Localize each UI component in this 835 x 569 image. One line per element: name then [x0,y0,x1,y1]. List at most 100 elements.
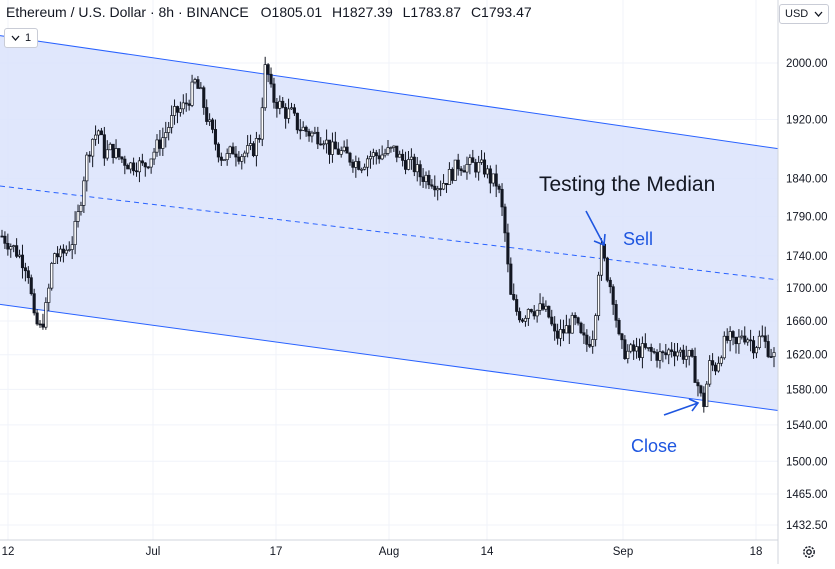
candle [579,321,583,335]
candle-body [737,336,741,345]
candle [766,334,770,359]
candle [351,159,355,173]
candle [342,140,346,153]
candle-body [354,161,358,168]
candle-body [178,108,182,113]
candle [558,319,563,347]
candle-body [564,325,568,334]
candle-body [582,332,586,336]
candle-body [541,303,545,310]
candle-body [301,126,305,131]
candle-body [181,102,185,110]
candle-body [427,174,431,186]
currency-selector[interactable]: USD [779,4,829,24]
candle [550,309,554,327]
candle-body [579,322,583,334]
candle [626,344,630,364]
annotation-title: Testing the Median [539,173,715,196]
candle-body [184,102,188,105]
candle-layer [0,56,776,413]
candle [506,223,510,273]
candle-body [523,317,527,322]
candle [673,342,677,367]
candle-body [333,141,337,150]
candle-body [690,349,694,357]
candle-body [94,134,98,140]
candle [222,159,226,162]
candle [319,137,323,146]
candle [547,305,551,319]
candle [228,145,232,159]
candle-body [453,159,457,181]
candle-body [459,168,463,171]
candle [266,63,270,83]
candle-body [468,157,472,165]
candle-body [158,139,162,149]
candle-body [251,143,256,157]
candle [187,99,191,111]
candle [687,349,691,366]
candle [418,160,422,186]
candle-body [327,139,332,155]
candle-body [313,131,317,134]
indicators-collapse-button[interactable]: 1 [4,28,39,48]
candle-body [15,245,19,257]
candle-body [415,164,419,173]
candle-body [196,79,200,89]
candle [175,105,180,124]
candle [488,165,492,194]
candle [582,323,586,344]
candle-body [190,81,194,106]
candle [263,56,267,111]
candle-body [114,148,118,158]
candle [684,345,688,368]
candle [763,326,767,349]
candle [658,343,662,369]
candle-body [386,147,390,154]
candle [170,105,174,134]
candle [512,283,516,301]
candle [193,77,197,85]
candle [287,98,291,124]
candle [614,299,618,328]
candle [711,353,715,372]
candle [240,153,244,170]
candle [655,349,659,368]
candle-body [132,162,136,172]
candle-body [117,148,121,158]
candle [15,238,19,259]
candle [468,154,472,175]
candle [284,103,288,129]
candle [447,162,451,186]
candle-body [155,139,159,153]
settings-button[interactable] [798,542,820,562]
candle [564,314,568,334]
candle [556,323,560,345]
candle-body [728,331,732,341]
candle [371,148,375,165]
candle [73,211,77,255]
candle [91,138,95,168]
candle-body [161,137,165,149]
candle [181,94,185,115]
candle-body [111,143,115,158]
candle [260,97,264,147]
candle [70,236,74,260]
candle [412,153,416,177]
candle [126,163,130,170]
symbol-title[interactable]: Ethereum / U.S. Dollar · 8h · BINANCE [6,4,249,20]
candle [368,150,373,169]
candle-body [456,159,460,170]
candle [114,139,118,160]
candle [325,129,329,154]
candle-body [626,350,630,359]
candle [79,201,83,216]
candle [611,284,615,315]
candle [398,150,402,158]
candle-body [336,148,340,155]
symbol-header: Ethereum / U.S. Dollar · 8h · BINANCE O1… [6,4,538,20]
candle-body [605,257,609,281]
candle-body [322,143,326,146]
